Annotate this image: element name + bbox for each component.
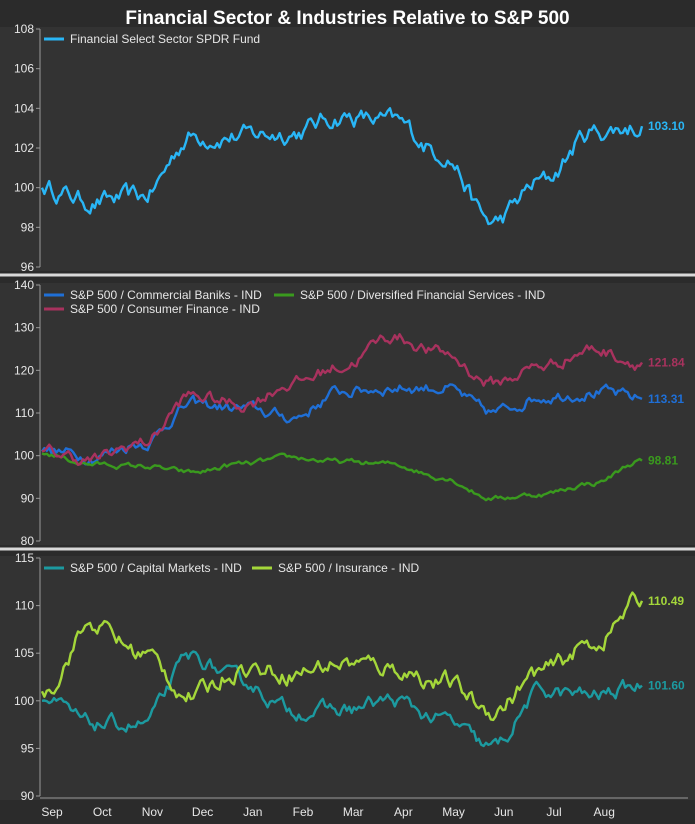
y-tick-label: 110: [15, 599, 34, 613]
y-tick-label: 108: [14, 22, 34, 36]
panel-3: 90 95 100 105 110 115 101.60 S&P 500 / Capital …: [0, 551, 695, 803]
series-line: [41, 333, 643, 466]
chart-title: Financial Sector & Industries Relative t…: [125, 8, 569, 29]
x-axis: Sep Oct Nov Dec Jan Feb Mar Apr May Jun Jul Aug: [40, 797, 688, 819]
legend-label: S&P 500 / Insurance - IND: [278, 561, 420, 575]
series-line: [40, 107, 644, 226]
panel-1: 96 98 100 102 104 106 108 103.10 Financial Selec…: [0, 22, 695, 274]
series-line: [41, 452, 643, 502]
x-tick-label: Nov: [142, 805, 163, 819]
series-end-label: 110.49: [648, 594, 684, 608]
x-tick-label: Jan: [243, 805, 262, 819]
x-tick-label: May: [442, 805, 465, 819]
y-tick-label: 115: [15, 551, 34, 565]
x-tick-label: Jun: [494, 805, 513, 819]
legend-label: S&P 500 / Commercial Baniks - IND: [70, 288, 262, 302]
x-tick-label: Sep: [41, 805, 63, 819]
y-tick-label: 95: [21, 741, 35, 755]
y-tick-label: 90: [21, 789, 35, 803]
x-tick-label: Mar: [343, 805, 364, 819]
series-end-label: 101.60: [648, 679, 685, 693]
series-line: [41, 650, 643, 748]
x-tick-label: Feb: [293, 805, 314, 819]
y-tick-label: 98: [21, 220, 35, 234]
series-line: [41, 383, 643, 466]
series-end-label: 113.31: [648, 392, 684, 406]
y-tick-label: 100: [14, 449, 34, 463]
y-tick-label: 96: [21, 260, 35, 274]
panel-background: [0, 556, 695, 800]
x-tick-label: Dec: [192, 805, 213, 819]
y-tick-label: 110: [15, 406, 34, 420]
y-tick-label: 140: [14, 278, 34, 292]
x-tick-label: Apr: [394, 805, 413, 819]
x-tick-label: Jul: [546, 805, 561, 819]
y-tick-label: 130: [14, 321, 34, 335]
y-tick-label: 100: [14, 181, 34, 195]
legend-label: S&P 500 / Capital Markets - IND: [70, 561, 242, 575]
series-end-label: 98.81: [648, 454, 678, 468]
legend-label: S&P 500 / Diversified Financial Services…: [300, 288, 546, 302]
y-tick-label: 104: [14, 101, 34, 115]
x-tick-label: Aug: [594, 805, 615, 819]
panel-2: 80 90 100 110 120 130 140 113.31 S&P 500 / Comme…: [0, 278, 695, 548]
y-tick-label: 106: [14, 62, 34, 76]
series-end-label: 121.84: [648, 355, 685, 369]
y-tick-label: 105: [14, 646, 34, 660]
legend-label: S&P 500 / Consumer Finance - IND: [70, 302, 260, 316]
panel-separator: [0, 547, 695, 551]
y-tick-label: 120: [14, 363, 34, 377]
panel-background: [0, 283, 695, 545]
y-tick-label: 100: [14, 694, 34, 708]
chart-panels: 96 98 100 102 104 106 108 103.10 Financial Selec…: [0, 22, 695, 803]
y-tick-label: 102: [14, 141, 34, 155]
panel-background: [0, 27, 695, 271]
legend-label: Financial Select Sector SPDR Fund: [70, 32, 260, 46]
y-tick-label: 90: [21, 491, 35, 505]
y-tick-label: 80: [21, 534, 35, 548]
series-end-label: 103.10: [648, 119, 685, 133]
panel-separator: [0, 273, 695, 277]
series-line: [40, 591, 644, 722]
x-tick-label: Oct: [93, 805, 112, 819]
